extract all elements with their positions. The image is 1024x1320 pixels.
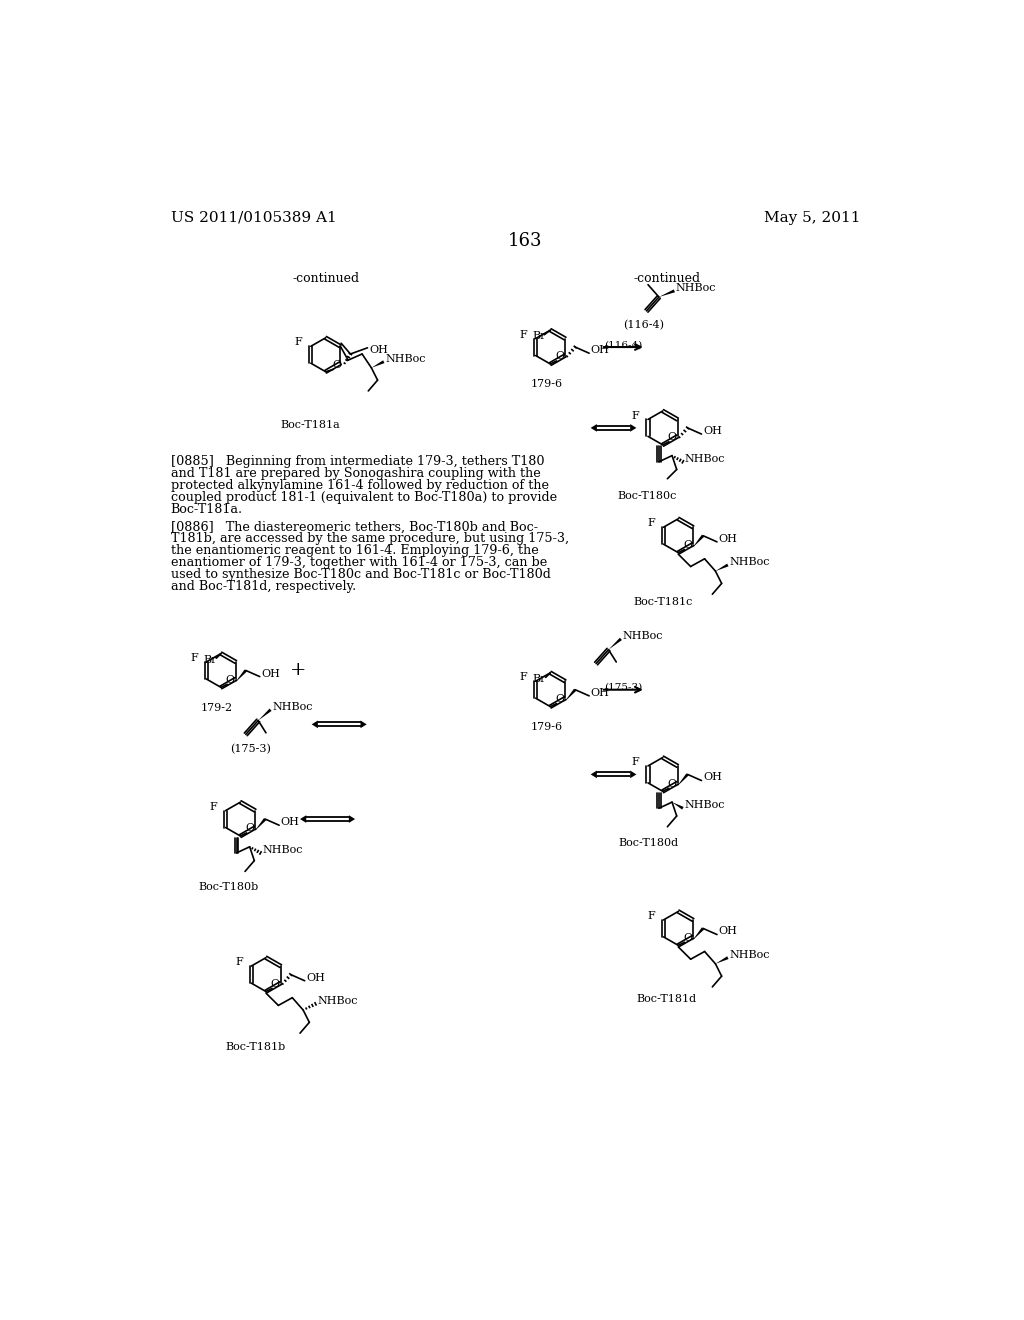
Text: Boc-T180d: Boc-T180d bbox=[618, 837, 679, 847]
Polygon shape bbox=[591, 771, 597, 779]
Polygon shape bbox=[692, 535, 705, 548]
Text: Br: Br bbox=[532, 331, 546, 342]
Text: and Boc-T181d, respectively.: and Boc-T181d, respectively. bbox=[171, 579, 356, 593]
Polygon shape bbox=[692, 928, 705, 941]
Text: O: O bbox=[683, 540, 692, 550]
Text: O: O bbox=[270, 979, 280, 989]
Text: 179-2: 179-2 bbox=[201, 702, 233, 713]
Text: enantiomer of 179-3, together with 161-4 or 175-3, can be: enantiomer of 179-3, together with 161-4… bbox=[171, 556, 547, 569]
Text: NHBoc: NHBoc bbox=[272, 702, 312, 711]
Text: OH: OH bbox=[703, 772, 722, 783]
Text: NHBoc: NHBoc bbox=[623, 631, 663, 640]
Polygon shape bbox=[630, 771, 636, 779]
Text: NHBoc: NHBoc bbox=[684, 454, 725, 463]
Text: Boc-T181a.: Boc-T181a. bbox=[171, 503, 243, 516]
Polygon shape bbox=[672, 803, 684, 809]
Polygon shape bbox=[716, 956, 728, 964]
Polygon shape bbox=[258, 709, 271, 721]
Text: (116-4): (116-4) bbox=[604, 341, 642, 348]
Polygon shape bbox=[564, 689, 577, 702]
Text: F: F bbox=[190, 653, 198, 663]
Text: F: F bbox=[295, 338, 302, 347]
Polygon shape bbox=[360, 721, 367, 729]
Text: OH: OH bbox=[281, 817, 300, 828]
Polygon shape bbox=[372, 360, 384, 368]
Text: OH: OH bbox=[719, 533, 737, 544]
Text: Boc-T181c: Boc-T181c bbox=[633, 597, 692, 607]
Text: -continued: -continued bbox=[633, 272, 700, 285]
Text: NHBoc: NHBoc bbox=[317, 995, 357, 1006]
Text: Boc-T180b: Boc-T180b bbox=[199, 882, 259, 892]
Text: O: O bbox=[225, 675, 234, 685]
Text: protected alkynylamine 161-4 followed by reduction of the: protected alkynylamine 161-4 followed by… bbox=[171, 479, 549, 492]
Text: F: F bbox=[209, 801, 217, 812]
Text: O: O bbox=[555, 351, 564, 362]
Text: O: O bbox=[668, 432, 677, 442]
Text: US 2011/0105389 A1: US 2011/0105389 A1 bbox=[171, 211, 336, 224]
Text: NHBoc: NHBoc bbox=[676, 282, 717, 293]
Text: +: + bbox=[290, 661, 307, 680]
Polygon shape bbox=[608, 638, 622, 649]
Text: O: O bbox=[683, 933, 692, 942]
Text: and T181 are prepared by Sonogashira coupling with the: and T181 are prepared by Sonogashira cou… bbox=[171, 467, 541, 479]
Polygon shape bbox=[630, 424, 636, 432]
Text: OH: OH bbox=[306, 973, 326, 982]
Text: [0886]   The diastereomeric tethers, Boc-T180b and Boc-: [0886] The diastereomeric tethers, Boc-T… bbox=[171, 520, 538, 533]
Text: OH: OH bbox=[261, 668, 281, 678]
Text: used to synthesize Boc-T180c and Boc-T181c or Boc-T180d: used to synthesize Boc-T180c and Boc-T18… bbox=[171, 568, 551, 581]
Text: OH: OH bbox=[591, 345, 609, 355]
Text: May 5, 2011: May 5, 2011 bbox=[764, 211, 860, 224]
Text: -continued: -continued bbox=[292, 272, 359, 285]
Text: NHBoc: NHBoc bbox=[729, 557, 770, 566]
Text: F: F bbox=[632, 411, 639, 421]
Polygon shape bbox=[677, 774, 689, 787]
Polygon shape bbox=[234, 669, 247, 682]
Polygon shape bbox=[300, 816, 306, 822]
Text: Br: Br bbox=[532, 675, 546, 684]
Text: (175-3): (175-3) bbox=[604, 682, 642, 692]
Text: O: O bbox=[668, 779, 677, 788]
Text: NHBoc: NHBoc bbox=[684, 800, 725, 810]
Polygon shape bbox=[349, 816, 355, 822]
Text: OH: OH bbox=[703, 426, 722, 436]
Text: OH: OH bbox=[719, 927, 737, 936]
Text: Boc-T180c: Boc-T180c bbox=[617, 491, 677, 502]
Text: T181b, are accessed by the same procedure, but using 175-3,: T181b, are accessed by the same procedur… bbox=[171, 532, 568, 545]
Text: F: F bbox=[234, 957, 243, 968]
Text: OH: OH bbox=[591, 688, 609, 698]
Text: Boc-T181a: Boc-T181a bbox=[281, 420, 340, 430]
Text: F: F bbox=[519, 672, 527, 682]
Text: O: O bbox=[245, 824, 254, 833]
Text: OH: OH bbox=[369, 345, 388, 355]
Polygon shape bbox=[658, 289, 675, 297]
Text: [0885]   Beginning from intermediate 179-3, tethers T180: [0885] Beginning from intermediate 179-3… bbox=[171, 455, 544, 467]
Text: coupled product 181-1 (equivalent to Boc-T180a) to provide: coupled product 181-1 (equivalent to Boc… bbox=[171, 491, 557, 504]
Text: Br: Br bbox=[204, 655, 217, 665]
Text: O: O bbox=[555, 694, 564, 704]
Text: 179-6: 179-6 bbox=[530, 379, 562, 389]
Polygon shape bbox=[716, 564, 728, 572]
Text: NHBoc: NHBoc bbox=[385, 354, 426, 363]
Text: F: F bbox=[647, 911, 655, 921]
Text: F: F bbox=[632, 758, 639, 767]
Polygon shape bbox=[311, 721, 317, 729]
Text: 179-6: 179-6 bbox=[530, 722, 562, 733]
Text: O: O bbox=[332, 360, 341, 370]
Text: Boc-T181b: Boc-T181b bbox=[225, 1043, 286, 1052]
Text: 163: 163 bbox=[508, 231, 542, 249]
Text: (116-4): (116-4) bbox=[623, 321, 664, 330]
Text: NHBoc: NHBoc bbox=[729, 949, 770, 960]
Polygon shape bbox=[254, 818, 266, 832]
Text: NHBoc: NHBoc bbox=[262, 845, 302, 855]
Text: the enantiomeric reagent to 161-4. Employing 179-6, the: the enantiomeric reagent to 161-4. Emplo… bbox=[171, 544, 539, 557]
Text: F: F bbox=[519, 330, 527, 339]
Polygon shape bbox=[591, 424, 597, 432]
Text: (175-3): (175-3) bbox=[230, 743, 271, 754]
Text: F: F bbox=[647, 519, 655, 528]
Text: Boc-T181d: Boc-T181d bbox=[637, 994, 696, 1003]
